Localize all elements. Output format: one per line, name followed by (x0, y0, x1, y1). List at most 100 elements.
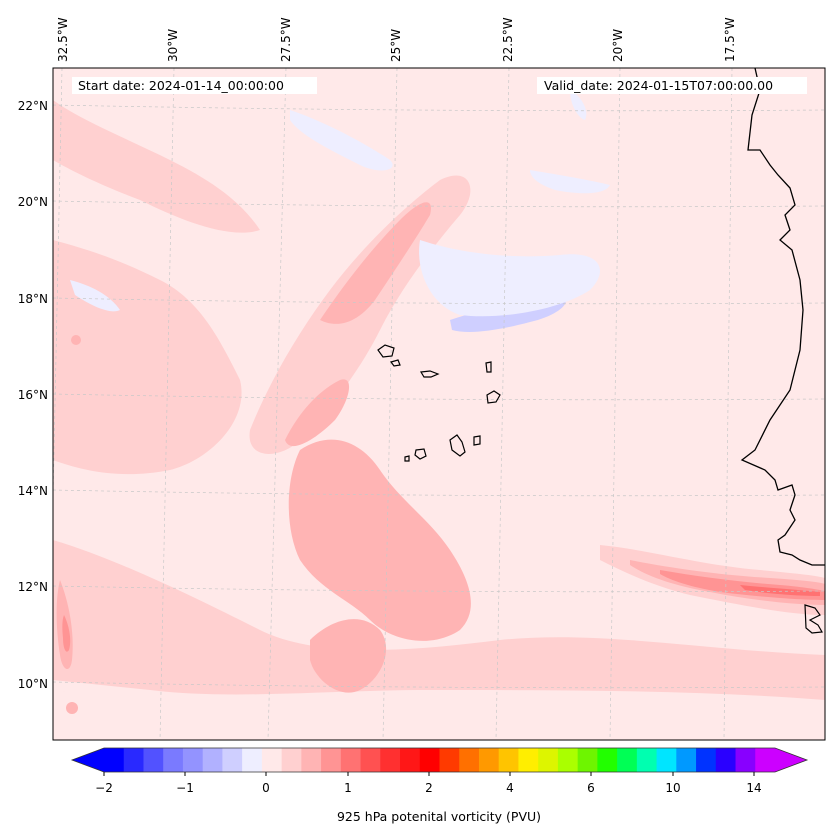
colorbar-tick-label: 2 (425, 781, 433, 795)
lon-label-30w: 30°W (166, 29, 180, 62)
gridline-lat-18n (53, 297, 825, 305)
island-sao-vicente (389, 359, 401, 367)
longitude-labels: 32.5°W 30°W 27.5°W 25°W 22.5°W 20°W 17.5… (56, 17, 737, 62)
latitude-labels: 22°N 20°N 18°N 16°N 14°N 12°N 10°N (18, 99, 48, 691)
colorbar-tick-labels: −2 −1 0 1 2 4 6 10 14 (95, 781, 761, 795)
lon-label-25w: 25°W (389, 29, 403, 62)
island-fogo (414, 448, 427, 460)
colorbar-segment (380, 748, 401, 772)
colorbar-segment (557, 748, 579, 772)
colorbar-tick-label: −2 (95, 781, 113, 795)
colorbar-segment (696, 748, 717, 772)
lon-label-32-5w: 32.5°W (56, 17, 70, 62)
colorbar-segment (577, 748, 598, 772)
lon-label-20w: 20°W (611, 29, 625, 62)
start-date-label: Start date: 2024-01-14_00:00:00 (78, 78, 284, 93)
coastline-africa (740, 68, 825, 566)
pv-contour-south-edge (53, 690, 825, 740)
colorbar-extend-right (775, 748, 807, 772)
colorbar-segment (163, 748, 184, 772)
colorbar-segment (340, 748, 362, 772)
pv-contour-central-core (320, 202, 431, 324)
lon-label-22-5w: 22.5°W (501, 17, 515, 62)
colorbar-segment (597, 748, 618, 772)
pv-contour-negative-west (70, 280, 120, 312)
gridline-lat-22n (53, 104, 825, 112)
colorbar-segment (459, 748, 480, 772)
lon-label-27-5w: 27.5°W (279, 17, 293, 62)
start-date-box (72, 77, 317, 94)
colorbar-tick-label: −1 (176, 781, 194, 795)
colorbar-extend-left (72, 748, 104, 772)
colorbar-segment (755, 748, 776, 772)
pv-contour-central-core-2 (285, 379, 350, 447)
colorbar-segment (518, 748, 539, 772)
colorbar-segment (400, 748, 421, 772)
colorbar-segment (419, 748, 440, 772)
colorbar-segment (202, 748, 223, 772)
colorbar-ticks (103, 772, 755, 776)
gridline-lat-12n (53, 585, 825, 593)
island-maio (473, 435, 481, 446)
valid-date-box (537, 77, 807, 94)
pv-contour-southern-band (53, 540, 825, 700)
colorbar-tick-label: 0 (262, 781, 270, 795)
gridline-lon-32-5w (53, 68, 63, 517)
gridline-lat-16n (53, 393, 825, 401)
pv-contour-negative-small (570, 90, 587, 120)
colorbar-segment (281, 748, 302, 772)
pv-contour-northwest-band (53, 100, 260, 233)
lat-label-12n: 12°N (18, 580, 48, 594)
colorbar-segment (301, 748, 322, 772)
colorbar-segment (715, 748, 737, 772)
lat-label-10n: 10°N (18, 677, 48, 691)
colorbar-segment (538, 748, 559, 772)
colorbar-segment (636, 748, 658, 772)
colorbar-segment (617, 748, 638, 772)
island-sao-nicolau (420, 370, 440, 378)
island-sal (485, 361, 492, 373)
colorbar-segment (676, 748, 697, 772)
lat-label-14n: 14°N (18, 484, 48, 498)
pv-contour-eastern-jet-max (740, 585, 820, 596)
gridline-lon-20w (609, 68, 621, 740)
colorbar-segment (498, 748, 519, 772)
pv-contour-south-central-core (288, 439, 471, 641)
colorbar-segment (478, 748, 500, 772)
island-santo-antao (377, 344, 395, 358)
colorbar-segment (143, 748, 164, 772)
colorbar-segment (123, 748, 144, 772)
colorbar: −2 −1 0 1 2 4 6 10 14 925 hPa potenital … (70, 747, 809, 824)
gridline-lat-14n (53, 489, 825, 497)
pv-contour-negative-northeast (530, 170, 610, 194)
colorbar-tick-label: 10 (665, 781, 680, 795)
colorbar-segment (222, 748, 243, 772)
gridline-lon-25w (382, 68, 398, 740)
lon-label-17-5w: 17.5°W (723, 17, 737, 62)
colorbar-title: 925 hPa potenital vorticity (PVU) (337, 809, 541, 824)
island-santiago (449, 434, 466, 457)
colorbar-segment (261, 748, 283, 772)
pv-contour-south-core-2 (310, 619, 387, 693)
colorbar-segment (439, 748, 460, 772)
gridline-lon-22-5w (495, 68, 510, 740)
gridline-lon-17-5w (723, 68, 733, 740)
colorbar-tick-label: 1 (344, 781, 352, 795)
lat-label-22n: 22°N (18, 99, 48, 113)
colorbar-segment (360, 748, 381, 772)
gridline-lat-20n (53, 200, 825, 208)
island-boa-vista (486, 390, 501, 404)
colorbar-segment (182, 748, 204, 772)
pv-contour-west-small-cell-2 (71, 335, 81, 345)
gridline-lon-27-5w (267, 68, 287, 740)
pv-contour-negative-north (290, 110, 393, 171)
gridline-lon-30w (159, 68, 175, 740)
gridlines (53, 68, 825, 740)
colorbar-tick-label: 4 (506, 781, 514, 795)
pv-contour-west-cell-core (62, 615, 71, 652)
colorbar-segment (104, 748, 125, 772)
map-frame (52, 67, 826, 741)
colorbar-segment (242, 748, 263, 772)
pv-contour-west-small-cell (66, 702, 78, 714)
